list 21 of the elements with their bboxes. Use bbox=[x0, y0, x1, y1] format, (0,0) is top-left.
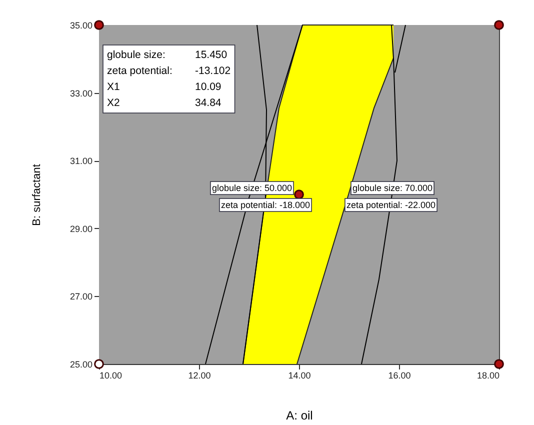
y-tick-label: 27.00 bbox=[70, 292, 92, 302]
y-tick-label: 35.00 bbox=[70, 20, 92, 30]
y-axis-title: B: surfactant bbox=[30, 164, 43, 226]
x-tick-label: 10.00 bbox=[100, 370, 122, 380]
annotation: X2 bbox=[107, 97, 120, 109]
x-tick-label: 14.00 bbox=[288, 370, 311, 380]
annotation: 15.450 bbox=[195, 49, 228, 61]
x-tick-label: 18.00 bbox=[476, 370, 500, 380]
x-tick-label: 16.00 bbox=[388, 370, 411, 380]
annotation: -13.102 bbox=[195, 65, 231, 77]
annotation: 34.84 bbox=[195, 97, 222, 109]
annotation: zeta potential: bbox=[107, 65, 172, 77]
annotation: globule size: bbox=[107, 49, 166, 61]
annotation: X1 bbox=[107, 81, 120, 93]
y-tick-label: 31.00 bbox=[70, 156, 92, 166]
y-tick-label: 29.00 bbox=[70, 224, 92, 234]
y-tick-label: 25.00 bbox=[70, 360, 92, 370]
annotation: 10.09 bbox=[195, 81, 222, 93]
x-axis-title: A: oil bbox=[286, 408, 313, 422]
y-tick-label: 33.00 bbox=[70, 88, 92, 98]
x-tick-label: 12.00 bbox=[188, 370, 211, 380]
